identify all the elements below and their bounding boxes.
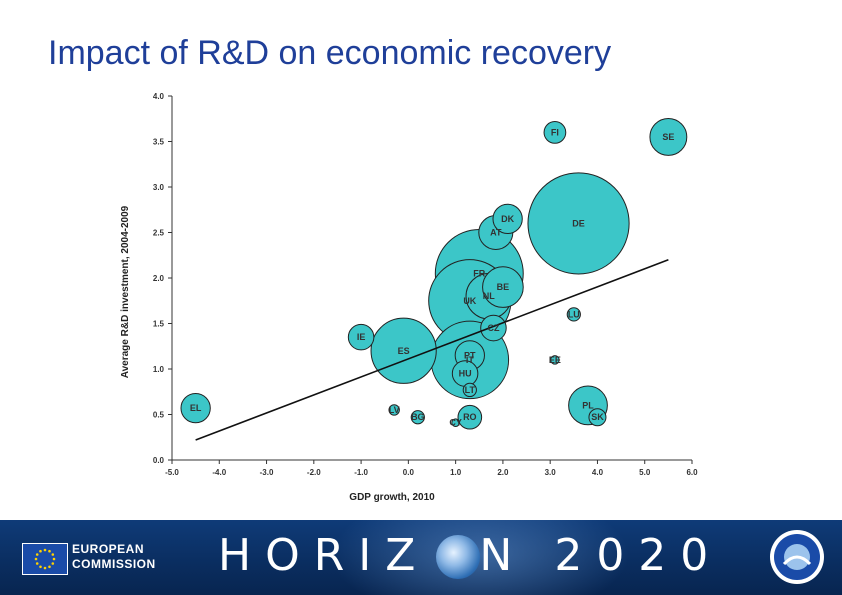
x-tick-label: 5.0 bbox=[639, 468, 651, 477]
y-tick-label: 3.0 bbox=[153, 183, 165, 192]
x-tick-label: 3.0 bbox=[545, 468, 557, 477]
y-tick-label: 2.5 bbox=[153, 229, 165, 238]
x-tick-label: 6.0 bbox=[686, 468, 698, 477]
bubble-label-el: EL bbox=[190, 403, 202, 413]
bubble-label-it: IT bbox=[466, 355, 475, 365]
bubble-lt bbox=[462, 382, 477, 398]
y-tick-label: 2.0 bbox=[153, 274, 165, 283]
bubble-label-fr: FR bbox=[473, 268, 485, 278]
x-tick-label: 2.0 bbox=[497, 468, 509, 477]
bubble-label-ie: IE bbox=[357, 332, 366, 342]
y-tick-label: 0.5 bbox=[153, 411, 165, 420]
bubble-label-sk: SK bbox=[591, 412, 604, 422]
bubble-label-hu: HU bbox=[459, 369, 472, 379]
bubble-label-ee: EE bbox=[549, 355, 561, 365]
y-tick-label: 4.0 bbox=[153, 92, 165, 101]
bubble-lv bbox=[388, 404, 400, 416]
x-tick-label: -3.0 bbox=[260, 468, 274, 477]
eu-star bbox=[39, 549, 42, 553]
footer-glow bbox=[330, 520, 630, 595]
eu-star bbox=[35, 562, 39, 565]
bubble-ie bbox=[347, 323, 375, 351]
bubble-label-be: BE bbox=[497, 282, 510, 292]
eu-star bbox=[35, 553, 39, 556]
x-tick-label: 0.0 bbox=[403, 468, 415, 477]
x-tick-label: 4.0 bbox=[592, 468, 604, 477]
bubble-label-lt: LT bbox=[465, 385, 476, 395]
bubble-label-lu: LU bbox=[568, 309, 580, 319]
horizon-left: HORIZ bbox=[218, 530, 430, 581]
bubble-label-uk: UK bbox=[463, 296, 476, 306]
bubble-cz bbox=[480, 314, 507, 342]
bubble-cy bbox=[451, 418, 460, 427]
eu-star bbox=[48, 549, 51, 553]
bubble-ee bbox=[550, 355, 560, 365]
european-commission-logo-text: EUROPEAN COMMISSION bbox=[72, 542, 156, 572]
slide-title: Impact of R&D on economic recovery bbox=[48, 34, 612, 72]
eu-line2: COMMISSION bbox=[72, 557, 156, 571]
eu-star bbox=[51, 553, 55, 556]
bubble-sk bbox=[588, 408, 607, 427]
eu-star bbox=[48, 565, 51, 569]
bubble-label-cz: CZ bbox=[487, 323, 499, 333]
eu-line1: EUROPEAN bbox=[72, 542, 145, 556]
bubble-label-pl: PL bbox=[582, 400, 594, 410]
bubble-se bbox=[649, 118, 688, 156]
trend-layer bbox=[195, 259, 669, 441]
y-tick-label: 3.5 bbox=[153, 138, 165, 147]
y-axis-label: Average R&D investment, 2004-2009 bbox=[120, 205, 131, 378]
bubble-label-es: ES bbox=[398, 346, 410, 356]
eu-star bbox=[51, 562, 55, 565]
horizon-right: N 2020 bbox=[479, 530, 723, 581]
bubble-label-cy: CY bbox=[449, 418, 462, 428]
bubble-label-se: SE bbox=[662, 132, 674, 142]
x-tick-label: -5.0 bbox=[165, 468, 179, 477]
bubble-el bbox=[180, 392, 211, 424]
bubble-de bbox=[527, 172, 630, 275]
y-tick-label: 1.0 bbox=[153, 365, 165, 374]
x-tick-label: 1.0 bbox=[450, 468, 462, 477]
x-tick-label: -1.0 bbox=[354, 468, 368, 477]
footer-banner: EUROPEAN COMMISSION HORIZ N 2020 bbox=[0, 520, 842, 595]
bubble-ro bbox=[457, 404, 483, 430]
eu-flag-icon bbox=[22, 543, 68, 575]
bubble-label-nl: NL bbox=[483, 291, 495, 301]
innovation-union-icon bbox=[768, 528, 826, 586]
trend-line bbox=[195, 259, 669, 441]
eu-star bbox=[39, 565, 42, 569]
x-axis-label: GDP growth, 2010 bbox=[349, 492, 435, 503]
y-tick-label: 1.5 bbox=[153, 320, 165, 329]
bubble-dk bbox=[492, 203, 523, 235]
eu-star bbox=[43, 548, 47, 552]
eu-star bbox=[43, 566, 47, 570]
eu-star bbox=[34, 557, 38, 561]
bubble-label-at: AT bbox=[490, 228, 502, 238]
bubble-label-lv: LV bbox=[389, 405, 400, 415]
bubbles-layer bbox=[180, 118, 688, 430]
y-tick-label: 0.0 bbox=[153, 456, 165, 465]
horizon-2020-logo: HORIZ N 2020 bbox=[218, 530, 722, 581]
bubble-bg bbox=[410, 410, 425, 425]
bubble-fi bbox=[543, 121, 567, 144]
globe-icon bbox=[436, 535, 480, 579]
x-tick-label: -2.0 bbox=[307, 468, 321, 477]
bubble-chart: SE FI DK DE AT FR BE NL UK LU CZ IE ES IT PT EE HU PL SK EL… bbox=[108, 76, 712, 520]
bubble-label-ro: RO bbox=[463, 412, 477, 422]
bubble-label-fi: FI bbox=[551, 127, 559, 137]
bubble-label-dk: DK bbox=[501, 214, 514, 224]
bubble-lu bbox=[566, 307, 581, 322]
axes-layer: -5.0 -4.0 -3.0 -2.0 -1.0 0.0 1.0 2.0 3.0 4.0 5.0 6.… bbox=[120, 92, 698, 503]
bubble-label-bg: BG bbox=[411, 412, 425, 422]
bubble-be bbox=[482, 266, 524, 308]
x-tick-label: -4.0 bbox=[212, 468, 226, 477]
bubble-label-pt: PT bbox=[464, 350, 476, 360]
bubble-label-de: DE bbox=[572, 218, 585, 228]
eu-star bbox=[52, 557, 56, 561]
